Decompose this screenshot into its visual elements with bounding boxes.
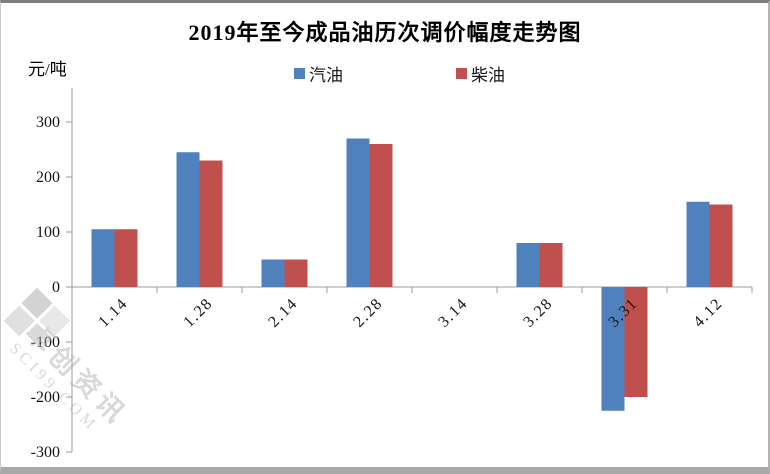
bar-diesel-3.28 [539,243,563,287]
chart-title: 2019年至今成品油历次调价幅度走势图 [188,20,582,45]
y-tick-label--300: -300 [31,444,60,461]
series-gasoline [91,138,710,411]
x-label-1.14: 1.14 [95,295,131,331]
legend-item-diesel: 柴油 [456,61,505,86]
bar-gasoline-3.31 [601,287,625,411]
diesel-legend-swatch-icon [456,68,467,79]
y-tick-label-100: 100 [36,224,60,241]
gasoline-legend-swatch-icon [294,68,305,79]
x-label-3.28: 3.28 [520,295,556,331]
x-label-3.14: 3.14 [435,295,471,331]
y-tick-label-200: 200 [36,169,60,186]
bar-gasoline-3.28 [516,243,540,287]
legend-item-gasoline: 汽油 [294,61,343,86]
bar-diesel-1.14 [114,229,138,287]
bar-gasoline-1.14 [91,229,115,287]
gasoline-legend-label: 汽油 [309,66,343,85]
y-axis: 300 200 100 0 -100 -200 -300 [31,88,73,461]
bar-gasoline-2.14 [261,259,285,287]
y-tick-label-0: 0 [52,279,60,296]
x-axis [71,286,753,293]
x-label-1.28: 1.28 [180,295,216,331]
bar-diesel-4.12 [709,204,733,287]
y-axis-unit-label: 元/吨 [28,60,67,79]
bar-diesel-1.28 [199,160,223,287]
x-label-2.28: 2.28 [350,295,386,331]
series-diesel [114,144,733,397]
bar-gasoline-1.28 [176,152,200,287]
x-label-4.12: 4.12 [690,295,726,331]
bar-diesel-2.14 [284,259,308,287]
bar-gasoline-2.28 [346,138,370,287]
diesel-legend-label: 柴油 [471,66,505,85]
bar-diesel-3.31 [624,287,648,397]
y-tick-label--200: -200 [31,389,60,406]
bar-diesel-2.28 [369,144,393,287]
y-tick-label--100: -100 [31,334,60,351]
x-label-2.14: 2.14 [265,295,301,331]
bar-gasoline-4.12 [686,201,710,287]
y-tick-label-300: 300 [36,114,60,131]
